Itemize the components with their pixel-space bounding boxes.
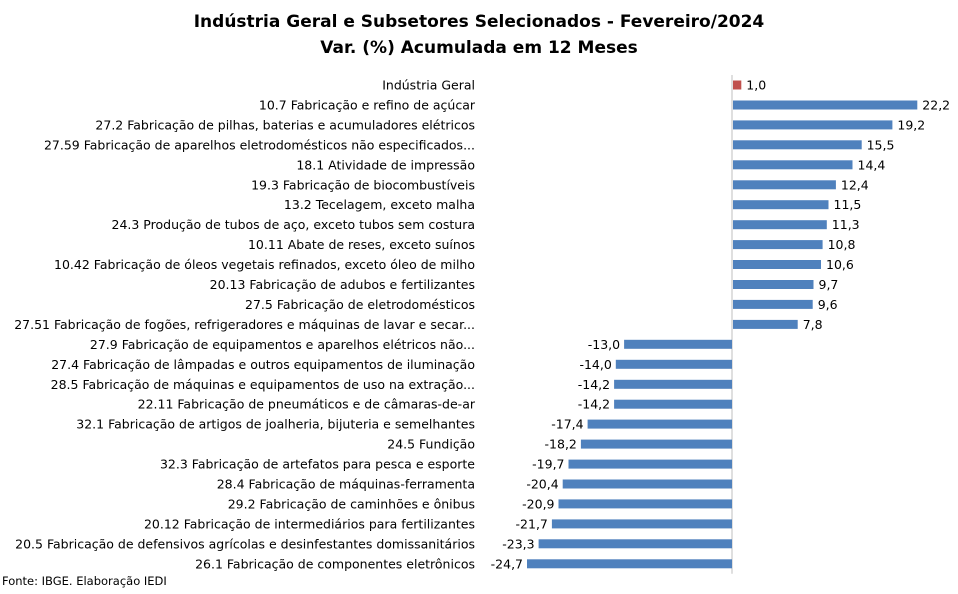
data-label: 11,5: [834, 197, 862, 212]
category-label: 20.12 Fabricação de intermediários para …: [144, 516, 475, 531]
data-label: -23,3: [502, 536, 534, 551]
bar: [733, 319, 798, 329]
bar: [733, 200, 829, 210]
category-label: 27.9 Fabricação de equipamentos e aparel…: [90, 337, 475, 352]
bar: [587, 419, 732, 429]
category-label: 32.3 Fabricação de artefatos para pesca …: [160, 457, 475, 472]
category-label: 27.59 Fabricação de aparelhos eletrodomé…: [44, 137, 475, 152]
bar: [733, 240, 823, 250]
data-label: -21,7: [516, 516, 548, 531]
data-label: -18,2: [545, 437, 577, 452]
category-label: 27.4 Fabricação de lâmpadas e outros equ…: [51, 357, 475, 372]
category-label: 20.13 Fabricação de adubos e fertilizant…: [210, 277, 475, 292]
bar: [614, 399, 732, 409]
data-label: -19,7: [532, 457, 564, 472]
bar: [733, 160, 853, 170]
category-label: 10.7 Fabricação e refino de açúcar: [259, 98, 476, 113]
source-note: Fonte: IBGE. Elaboração IEDI: [2, 574, 167, 588]
category-label: 29.2 Fabricação de caminhões e ônibus: [228, 496, 475, 511]
category-label: 22.11 Fabricação de pneumáticos e de câm…: [138, 397, 476, 412]
data-label: 14,4: [858, 157, 886, 172]
category-label: 19.3 Fabricação de biocombustíveis: [251, 177, 475, 192]
data-label: 9,7: [819, 277, 839, 292]
data-label: -14,0: [579, 357, 611, 372]
category-label: 18.1 Atividade de impressão: [296, 157, 475, 172]
bar: [558, 499, 732, 509]
bar: [733, 140, 862, 150]
data-label: 9,6: [818, 297, 838, 312]
bar: [624, 339, 732, 349]
data-label: 12,4: [841, 177, 869, 192]
bar: [733, 120, 893, 130]
bar: [733, 220, 827, 230]
category-label: 10.11 Abate de reses, exceto suínos: [248, 237, 475, 252]
data-label: 10,6: [826, 257, 854, 272]
bar: [733, 299, 813, 309]
bar: [615, 359, 732, 369]
data-label: -20,9: [522, 496, 554, 511]
chart-subtitle: Var. (%) Acumulada em 12 Meses: [320, 38, 638, 58]
data-label: 19,2: [897, 117, 925, 132]
category-label: 10.42 Fabricação de óleos vegetais refin…: [54, 257, 475, 272]
data-label: 22,2: [922, 98, 950, 113]
category-label: 27.5 Fabricação de eletrodomésticos: [245, 297, 475, 312]
data-label: -14,2: [578, 397, 610, 412]
data-label: 15,5: [867, 137, 895, 152]
bar: [568, 459, 732, 469]
bar: [527, 559, 732, 569]
bar: [733, 80, 742, 90]
data-label: 7,8: [803, 317, 823, 332]
chart-title: Indústria Geral e Subsetores Selecionado…: [193, 12, 765, 32]
bar: [733, 260, 821, 269]
bar: [562, 479, 732, 489]
category-label: 28.4 Fabricação de máquinas-ferramenta: [217, 477, 475, 492]
category-label: 20.5 Fabricação de defensivos agrícolas …: [15, 536, 475, 551]
data-label: -17,4: [551, 417, 583, 432]
category-label: 27.51 Fabricação de fogões, refrigerador…: [14, 317, 475, 332]
data-label: -13,0: [588, 337, 620, 352]
bar: [551, 519, 732, 529]
category-label: 24.5 Fundição: [387, 437, 475, 452]
category-label: 28.5 Fabricação de máquinas e equipament…: [51, 377, 475, 392]
category-label: Indústria Geral: [382, 78, 475, 93]
category-label: 24.3 Produção de tubos de aço, exceto tu…: [112, 217, 476, 232]
bar: [614, 379, 732, 389]
data-label: -20,4: [526, 477, 558, 492]
data-label: 1,0: [746, 78, 766, 93]
bar: [538, 539, 732, 549]
category-label: 26.1 Fabricação de componentes eletrônic…: [195, 556, 475, 571]
data-label: 10,8: [828, 237, 856, 252]
data-label: 11,3: [832, 217, 860, 232]
bar: [580, 439, 732, 449]
category-label: 13.2 Tecelagem, exceto malha: [284, 197, 475, 212]
data-label: -24,7: [491, 556, 523, 571]
data-label: -14,2: [578, 377, 610, 392]
bar: [733, 180, 836, 190]
category-label: 32.1 Fabricação de artigos de joalheria,…: [76, 417, 475, 432]
category-label: 27.2 Fabricação de pilhas, baterias e ac…: [95, 117, 475, 132]
bar: [733, 280, 814, 289]
bar: [733, 100, 918, 110]
